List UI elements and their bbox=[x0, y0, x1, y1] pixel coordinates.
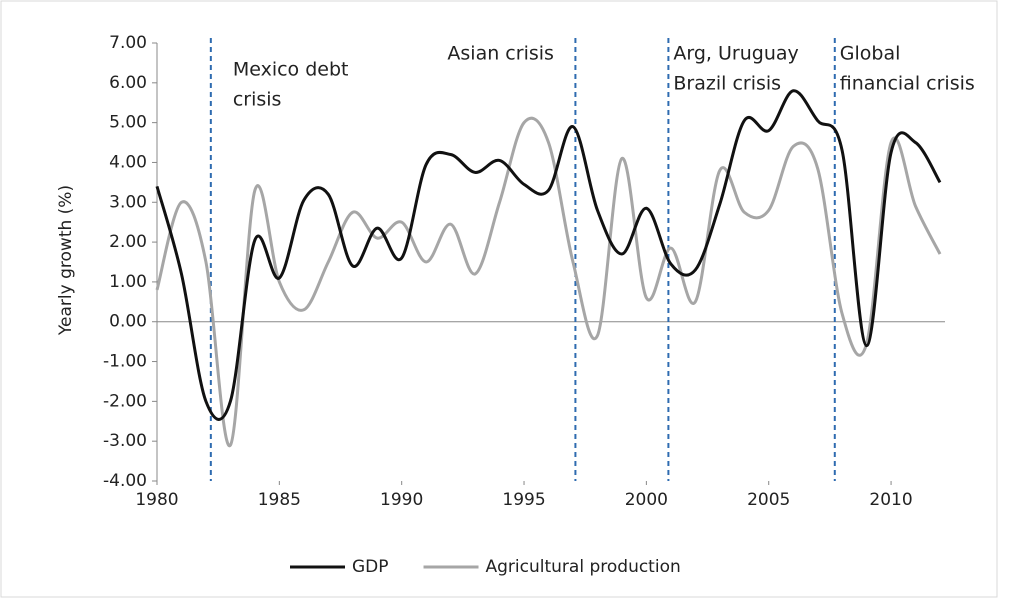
series-line bbox=[155, 116, 942, 447]
y-tick-label: 2.00 bbox=[109, 232, 147, 252]
y-tick-label: 5.00 bbox=[109, 113, 147, 133]
x-tick-label: 1990 bbox=[380, 490, 423, 510]
annotation: financial crisis bbox=[840, 73, 975, 95]
annotation: crisis bbox=[233, 89, 282, 111]
annotation: Arg, Uruguay bbox=[673, 43, 798, 65]
y-tick-label: 4.00 bbox=[109, 152, 147, 172]
y-tick-label: 0.00 bbox=[109, 312, 147, 332]
y-tick-label: 7.00 bbox=[109, 33, 147, 53]
y-tick-label: 6.00 bbox=[109, 73, 147, 93]
y-axis-label: Yearly growth (%) bbox=[56, 185, 76, 336]
annotation: Brazil crisis bbox=[673, 73, 781, 95]
y-tick-label: -4.00 bbox=[103, 471, 147, 491]
y-tick-label: -3.00 bbox=[103, 431, 147, 451]
y-tick-label: -2.00 bbox=[103, 391, 147, 411]
series-line bbox=[155, 89, 942, 421]
x-tick-label: 1985 bbox=[258, 490, 301, 510]
chart-frame bbox=[0, 0, 998, 598]
annotation: Asian crisis bbox=[447, 43, 554, 65]
x-tick-label: 2000 bbox=[625, 490, 668, 510]
x-tick-label: 1995 bbox=[502, 490, 545, 510]
y-tick-label: 1.00 bbox=[109, 272, 147, 292]
y-tick-label: -1.00 bbox=[103, 352, 147, 372]
x-tick-label: 2010 bbox=[869, 490, 912, 510]
annotation: Global bbox=[840, 43, 901, 65]
x-tick-label: 2005 bbox=[747, 490, 790, 510]
annotation: Mexico debt bbox=[233, 59, 349, 81]
legend-label: GDP bbox=[352, 557, 389, 577]
y-tick-label: 3.00 bbox=[109, 192, 147, 212]
legend-label: Agricultural production bbox=[486, 557, 681, 577]
x-tick-label: 1980 bbox=[135, 490, 178, 510]
